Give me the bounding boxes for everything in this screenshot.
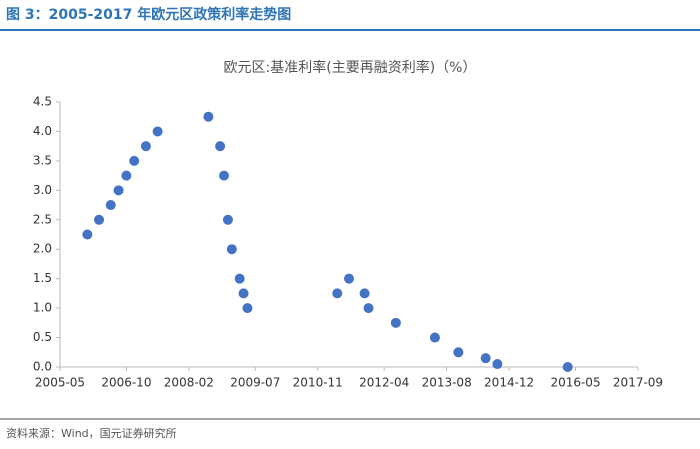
point xyxy=(219,170,230,181)
point xyxy=(344,273,354,284)
point xyxy=(390,317,401,328)
footer-source: 资料来源：Wind，国元证券研究所 xyxy=(6,426,177,440)
point xyxy=(242,303,253,314)
point xyxy=(140,141,151,152)
point xyxy=(492,359,503,370)
point xyxy=(113,185,124,196)
point xyxy=(203,111,214,122)
point xyxy=(453,347,464,358)
point xyxy=(480,353,491,364)
point xyxy=(121,170,132,181)
point xyxy=(359,288,370,299)
y-tick-label: 1.5 xyxy=(33,271,52,285)
y-tick-label: 4.0 xyxy=(33,124,52,138)
x-tick-label: 2008-02 xyxy=(164,376,214,390)
x-tick-label: 2005-05 xyxy=(35,376,85,390)
x-tick-label: 2012-04 xyxy=(359,376,409,390)
point xyxy=(332,288,343,299)
point xyxy=(105,200,116,211)
y-tick-label: 3.0 xyxy=(33,183,52,197)
chart-title: 欧元区:基准利率(主要再融资利率)（%） xyxy=(224,59,477,76)
x-tick-label: 2009-07 xyxy=(230,376,280,390)
y-tick-label: 0.0 xyxy=(33,360,52,374)
y-tick-label: 3.5 xyxy=(33,153,52,167)
y-tick-label: 1.0 xyxy=(33,301,52,315)
y-tick-label: 0.5 xyxy=(33,330,52,344)
header-title: 图 3：2005-2017 年欧元区政策利率走势图 xyxy=(6,6,291,23)
x-tick-label: 2013-08 xyxy=(422,376,472,390)
point xyxy=(562,362,573,372)
point xyxy=(238,288,249,299)
x-tick-label: 2014-12 xyxy=(484,376,534,390)
point xyxy=(226,244,237,255)
point xyxy=(215,141,226,152)
x-tick-label: 2016-05 xyxy=(550,376,600,390)
y-tick-label: 2.0 xyxy=(33,242,52,256)
point xyxy=(222,214,233,225)
y-tick-label: 2.5 xyxy=(33,212,52,226)
point xyxy=(363,303,374,314)
point xyxy=(152,126,163,137)
y-tick-label: 4.5 xyxy=(33,95,52,109)
x-tick-label: 2017-09 xyxy=(613,376,663,390)
point xyxy=(82,229,93,240)
point xyxy=(129,155,140,166)
point xyxy=(94,214,105,225)
point xyxy=(234,273,245,284)
x-tick-label: 2010-11 xyxy=(293,376,343,390)
x-tick-label: 2006-10 xyxy=(101,376,151,390)
point xyxy=(429,332,440,343)
